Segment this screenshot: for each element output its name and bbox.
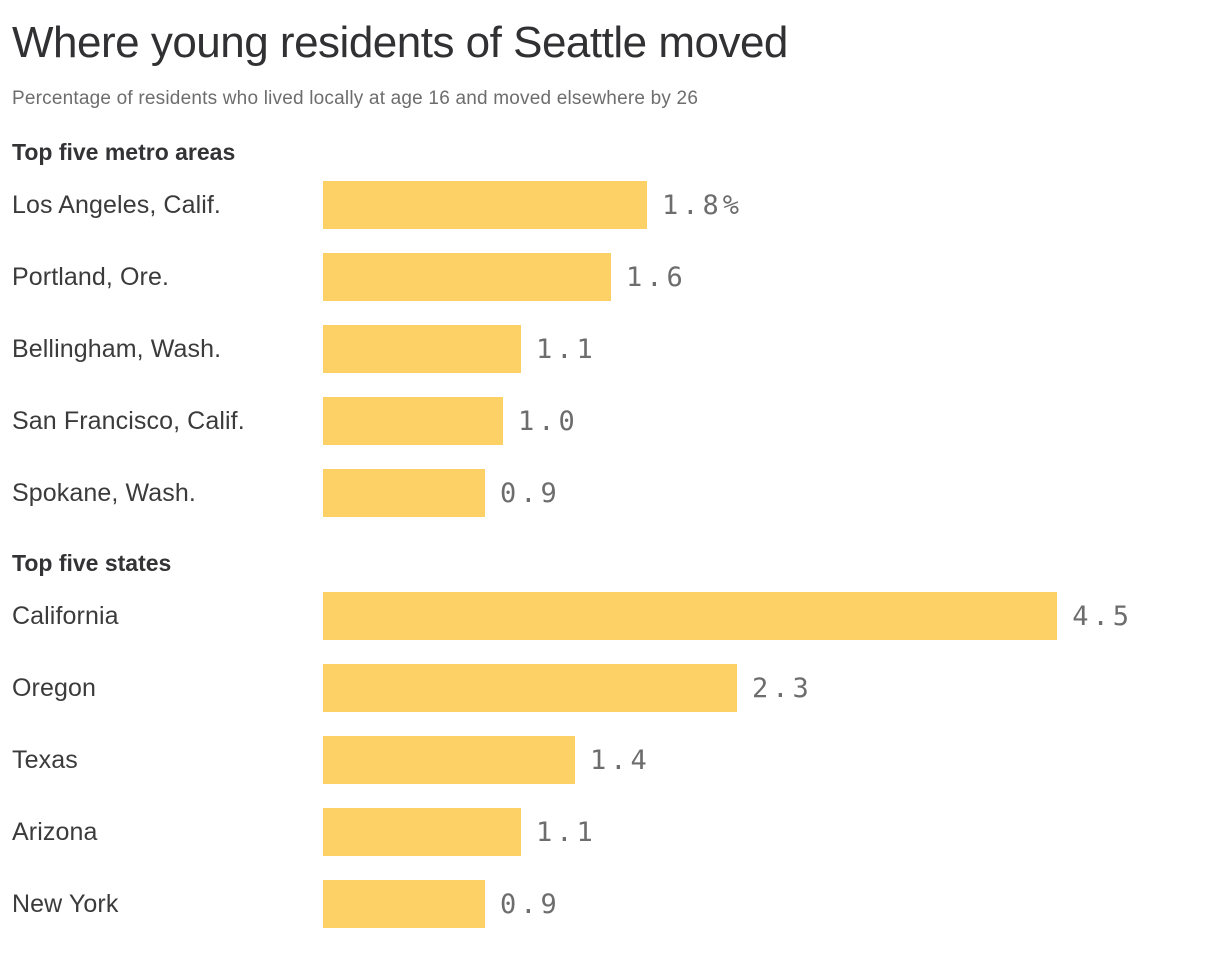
bar-value: 0.9 [500, 477, 561, 509]
bar-category-label: Los Angeles, Calif. [12, 190, 221, 219]
bar-category-label: San Francisco, Calif. [12, 406, 245, 435]
bar-row: Arizona 1.1 [12, 808, 1210, 857]
bar [323, 736, 575, 785]
bar-value: 1.8% [662, 189, 744, 221]
bar-track: 1.1 [323, 325, 1133, 374]
bar-category-label: Portland, Ore. [12, 262, 170, 291]
bar-category-label: Oregon [12, 673, 96, 702]
bar [323, 880, 485, 929]
bar-value: 1.0 [517, 405, 579, 437]
bar-category-label: New York [12, 889, 119, 918]
bar-value: 1.1 [535, 816, 597, 848]
bar-track: 4.5 [323, 592, 1133, 641]
bar-track: 2.3 [323, 664, 1133, 713]
bar-track: 0.9 [323, 469, 1133, 518]
section-title: Top five states [12, 550, 172, 577]
bar-category-label: Texas [12, 745, 78, 774]
bar [323, 469, 485, 518]
bar-category-label: Spokane, Wash. [12, 478, 196, 507]
bar [323, 397, 503, 446]
bar-track: 1.4 [323, 736, 1133, 785]
bar-row: San Francisco, Calif. 1.0 [12, 397, 1210, 446]
bar [323, 253, 611, 302]
bar-track: 1.0 [323, 397, 1133, 446]
bar-category-label: California [12, 601, 119, 630]
bar-value: 2.3 [751, 672, 813, 704]
bar-track: 1.1 [323, 808, 1133, 857]
section-title: Top five metro areas [12, 139, 236, 166]
bar-value: 4.5 [1072, 600, 1133, 632]
bar [323, 325, 521, 374]
bar-row: Oregon 2.3 [12, 664, 1210, 713]
bar-row: Spokane, Wash. 0.9 [12, 469, 1210, 518]
bar [323, 592, 1058, 641]
bar [323, 181, 647, 230]
bar-row: Texas 1.4 [12, 736, 1210, 785]
bar-row: Bellingham, Wash. 1.1 [12, 325, 1210, 374]
bar [323, 664, 737, 713]
bar [323, 808, 521, 857]
bar-value: 0.9 [500, 888, 561, 920]
chart-section: Top five metro areas Los Angeles, Calif. 1… [12, 139, 1210, 518]
bar-track: 0.9 [323, 880, 1133, 929]
bar-row: New York 0.9 [12, 880, 1210, 929]
bar-row: Portland, Ore. 1.6 [12, 253, 1210, 302]
bar-row: California 4.5 [12, 592, 1210, 641]
bar-category-label: Arizona [12, 817, 98, 846]
bar-value: 1.1 [535, 333, 597, 365]
chart-subtitle: Percentage of residents who lived locall… [12, 88, 699, 110]
bar-value: 1.6 [626, 261, 687, 293]
chart-section: Top five states California 4.5 Oregon 2.3 Tex… [12, 550, 1210, 929]
chart-title: Where young residents of Seattle moved [12, 18, 788, 67]
bar-value: 1.4 [589, 744, 651, 776]
bar-track: 1.8% [323, 181, 1133, 230]
bar-row: Los Angeles, Calif. 1.8% [12, 181, 1210, 230]
bar-category-label: Bellingham, Wash. [12, 334, 222, 363]
chart-sections: Top five metro areas Los Angeles, Calif. 1… [12, 139, 1210, 929]
bar-track: 1.6 [323, 253, 1133, 302]
